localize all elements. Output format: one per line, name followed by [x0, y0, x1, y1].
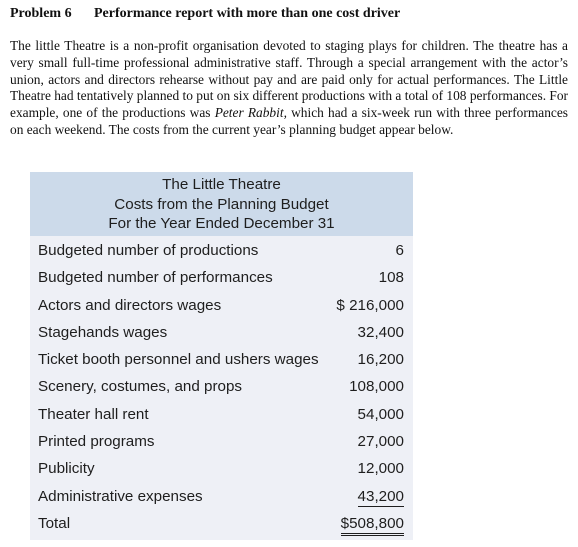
row-label: Printed programs — [38, 433, 155, 451]
intro-text-after: which had a six-week run with three perf… — [10, 105, 568, 137]
table-row: Scenery, costumes, and props 108,000 — [30, 374, 413, 401]
row-label: Administrative expenses — [38, 487, 203, 505]
budget-title-period: For the Year Ended December 31 — [108, 215, 335, 232]
row-label: Budgeted number of performances — [38, 269, 273, 287]
row-amount: 6 — [395, 242, 404, 259]
row-amount: 108,000 — [349, 378, 404, 396]
row-label: Theater hall rent — [38, 405, 149, 423]
row-amount: 32,400 — [357, 323, 404, 341]
row-amount: 27,000 — [357, 433, 404, 451]
table-row: Budgeted number of performances 108 — [30, 265, 413, 292]
row-label: Ticket booth personnel and ushers wages — [38, 351, 319, 369]
planning-budget-table: The Little Theatre Costs from the Planni… — [30, 172, 413, 540]
table-row: Actors and directors wages $ 216,000 — [30, 293, 413, 320]
table-row: Budgeted number of productions 6 — [30, 238, 413, 265]
row-amount: 12,000 — [357, 460, 404, 478]
row-amount: $ 216,000 — [336, 296, 404, 314]
row-label: Stagehands wages — [38, 323, 168, 341]
table-row: Stagehands wages 32,400 — [30, 320, 413, 347]
table-row: Publicity 12,000 — [30, 456, 413, 483]
total-amount: $508,800 — [340, 515, 404, 536]
table-row: Ticket booth personnel and ushers wages … — [30, 347, 413, 374]
intro-play-title: Peter Rabbit, — [214, 105, 287, 121]
total-label: Total — [38, 514, 71, 532]
table-row: Printed programs 27,000 — [30, 429, 413, 456]
budget-title-org: The Little Theatre — [162, 176, 281, 193]
row-amount: 108 — [378, 269, 404, 287]
row-label: Budgeted number of productions — [38, 242, 259, 259]
table-row: Administrative expenses 43,200 — [30, 484, 413, 511]
row-amount: 16,200 — [357, 351, 404, 369]
table-row: Theater hall rent 54,000 — [30, 402, 413, 429]
problem-heading: Problem 6 Performance report with more th… — [10, 6, 400, 22]
problem-title: Performance report with more than one co… — [94, 6, 401, 21]
budget-title-report: Costs from the Planning Budget — [114, 195, 329, 213]
budget-header: The Little Theatre Costs from the Planni… — [30, 172, 413, 236]
intro-paragraph: The little Theatre is a non-profit organ… — [10, 38, 568, 139]
total-row: Total $508,800 — [30, 511, 413, 538]
problem-number: Problem 6 — [10, 6, 72, 21]
row-label: Actors and directors wages — [38, 296, 222, 314]
row-amount: 43,200 — [357, 487, 404, 507]
row-label: Publicity — [38, 460, 95, 478]
intro-text-before: The little Theatre is a non-profit organ… — [10, 38, 568, 121]
budget-rows: Budgeted number of productions 6 Budgete… — [30, 238, 413, 538]
row-amount: 54,000 — [357, 405, 404, 423]
row-label: Scenery, costumes, and props — [38, 378, 243, 396]
